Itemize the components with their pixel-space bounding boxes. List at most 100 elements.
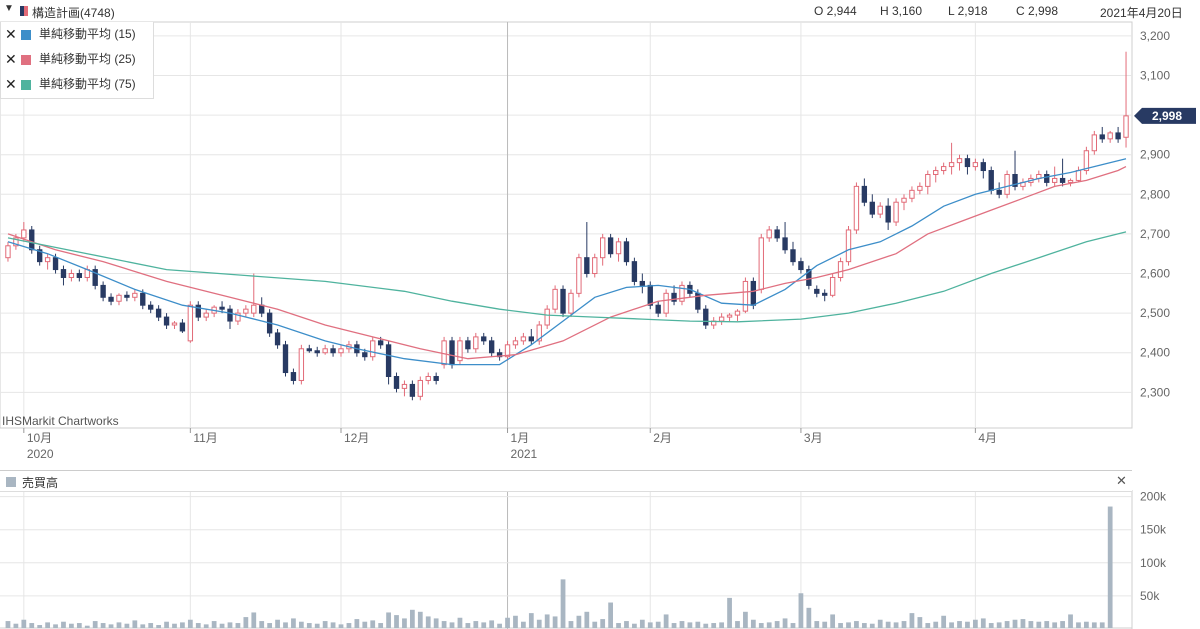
candle-body [964, 158, 971, 168]
candle [940, 162, 947, 175]
volume-bar [1052, 622, 1058, 628]
volume-bar [370, 620, 376, 628]
candle-body [536, 324, 542, 342]
volume-bar [449, 622, 455, 628]
volume-bar [655, 621, 661, 628]
candle-body [925, 173, 931, 187]
candle-body [385, 344, 392, 378]
candle-body [409, 383, 416, 397]
candle-body [155, 308, 162, 318]
volume-bar [830, 614, 836, 628]
candle-body [909, 189, 915, 199]
candle-body [306, 348, 312, 352]
candle-body [433, 376, 439, 381]
last-price-label: 2,998 [1152, 109, 1182, 123]
candle [298, 344, 305, 385]
volume-bar [481, 622, 487, 628]
candle-body [584, 257, 590, 275]
high-value: H 3,160 [880, 4, 923, 18]
candle-body [869, 201, 875, 215]
candle-body [322, 348, 328, 354]
volume-bar [885, 621, 891, 628]
candle-body [528, 336, 534, 342]
candle-body [568, 292, 574, 314]
candle-body [481, 336, 487, 342]
volume-bar [306, 623, 312, 628]
candle-body [124, 294, 130, 298]
candle [227, 305, 233, 329]
volume-bar [100, 623, 106, 628]
candle [861, 178, 868, 207]
candle [1036, 170, 1042, 183]
candle-body [845, 229, 852, 263]
y-tick-label: 2,500 [1140, 306, 1170, 320]
volume-bar [84, 625, 90, 628]
candle-body [44, 257, 51, 263]
candle-body [988, 170, 994, 191]
candle [132, 289, 138, 302]
candle-body [1075, 170, 1082, 181]
legend-item-sma25: ✕ 単純移動平均 (25) [1, 47, 153, 72]
candle-body [195, 304, 201, 318]
candle [84, 265, 90, 282]
candle [822, 289, 828, 302]
candle-body [29, 229, 35, 251]
candle-body [377, 340, 384, 346]
volume-bar [782, 618, 788, 628]
volume-bar [29, 623, 35, 628]
candle [837, 257, 844, 282]
candle [917, 182, 923, 195]
candle-body [465, 340, 471, 350]
volume-y-tick-label: 50k [1140, 589, 1160, 603]
y-tick-label: 2,400 [1140, 346, 1170, 360]
candle [956, 154, 963, 171]
candle-body [219, 306, 225, 310]
volume-bar [425, 616, 431, 628]
close-icon[interactable]: ✕ [5, 76, 17, 92]
candle [528, 328, 534, 345]
candle-body [401, 383, 408, 389]
candle-body [552, 288, 558, 310]
candle-body [449, 340, 455, 366]
candle-body [885, 205, 891, 223]
volume-bar [148, 623, 154, 628]
chart-title: 構造計画(4748) [32, 6, 115, 20]
candle-body [703, 308, 709, 326]
close-icon[interactable]: ✕ [1116, 473, 1127, 488]
volume-bar [576, 615, 582, 628]
volume-bar [560, 579, 566, 628]
caret-down-icon[interactable]: ▼ [4, 3, 14, 14]
volume-bar [116, 622, 122, 628]
chart-date: 2021年4月20日 [1100, 6, 1183, 20]
volume-bar [877, 619, 883, 628]
volume-bar [1020, 619, 1026, 628]
candle [171, 321, 178, 329]
close-icon[interactable]: ✕ [5, 51, 17, 67]
close-icon[interactable]: ✕ [5, 26, 17, 42]
candle [584, 222, 590, 278]
volume-bar [1084, 621, 1089, 628]
volume-bar [750, 619, 756, 628]
volume-bar [1099, 622, 1105, 628]
candle [322, 344, 328, 355]
candle [1091, 130, 1097, 155]
volume-bar [346, 623, 352, 628]
volume-bar [37, 625, 43, 628]
candle-body [901, 197, 907, 203]
candle [401, 380, 408, 397]
candle [1123, 51, 1129, 148]
volume-bar [671, 623, 677, 628]
candle-body [607, 237, 614, 255]
volume-bar [869, 623, 875, 628]
candle [155, 305, 162, 322]
sma-line [7, 166, 1127, 360]
candle [1107, 130, 1113, 143]
candle [187, 301, 194, 343]
candle-body [647, 284, 653, 306]
volume-bar [394, 615, 399, 628]
volume-bar [505, 617, 510, 628]
volume-bar [663, 614, 669, 628]
y-tick-label: 2,700 [1140, 227, 1170, 241]
candle-body [282, 344, 289, 374]
